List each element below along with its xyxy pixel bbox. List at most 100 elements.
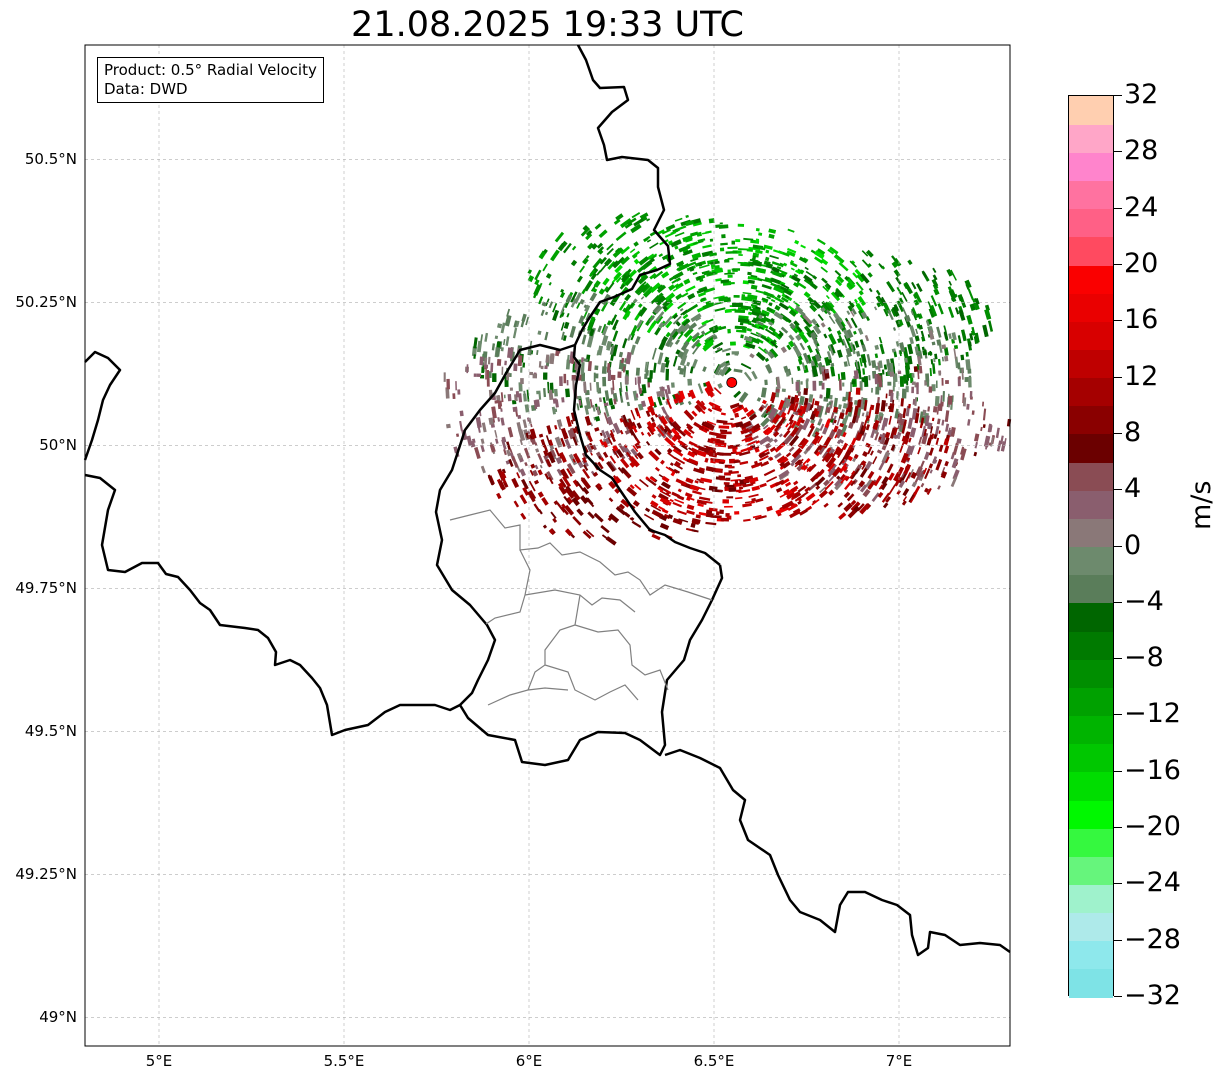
radar-echo-cell (941, 344, 947, 350)
radar-echo-cell (625, 385, 628, 392)
radar-echo-cell (727, 274, 733, 278)
radar-echo-cell (794, 307, 805, 316)
radar-echo-cell (446, 378, 450, 390)
radar-echo-cell (803, 274, 813, 283)
radar-echo-cell (542, 263, 548, 272)
radar-echo-cell (682, 457, 688, 462)
radar-echo-cell (539, 464, 543, 469)
radar-echo-cell (716, 451, 724, 456)
radar-echo-cell (582, 257, 589, 265)
radar-echo-cell (620, 457, 630, 469)
radar-echo-cell (471, 346, 478, 357)
radar-echo-cell (606, 340, 613, 349)
radar-echo-cell (820, 266, 828, 273)
radar-echo-cell (816, 248, 826, 256)
radar-echo-cell (546, 425, 552, 435)
radar-echo-cell (755, 289, 766, 295)
radar-echo-cell (856, 399, 862, 408)
radar-echo-cell (647, 382, 651, 388)
radar-echo-cell (651, 533, 661, 541)
radar-echo-cell (570, 490, 581, 501)
radar-echo-cell (675, 349, 681, 355)
radar-echo-cell (987, 320, 994, 332)
radar-echo-cell (519, 439, 523, 446)
radar-echo-cell (690, 447, 700, 454)
radar-echo-cell (815, 348, 822, 359)
radar-echo-cell (690, 257, 699, 263)
radar-echo-cell (857, 327, 864, 335)
radar-echo-cell (769, 446, 777, 453)
radar-echo-cell (771, 330, 783, 340)
radar-echo-cell (617, 371, 622, 378)
radar-echo-cell (814, 256, 824, 264)
radar-echo-cell (602, 277, 610, 286)
radar-echo-cell (828, 315, 836, 325)
radar-echo-cell (552, 309, 560, 321)
radar-echo-cell (619, 429, 624, 435)
lat-tick-label: 49.75°N (15, 579, 77, 598)
radar-echo-cell (924, 415, 930, 427)
radar-echo-cell (814, 476, 826, 487)
radar-echo-cell (702, 244, 712, 249)
radar-echo-cell (654, 327, 662, 336)
radar-echo-cell (613, 271, 622, 281)
radar-echo-cell (891, 261, 899, 269)
colorbar-tick-mark (1114, 432, 1122, 434)
radar-echo-cell (752, 255, 757, 260)
radar-echo-cell (903, 374, 908, 384)
radar-echo-cell (526, 389, 530, 402)
radar-echo-cell (820, 258, 829, 266)
radar-echo-cell (572, 428, 577, 434)
radar-echo-cell (649, 476, 656, 483)
radar-echo-cell (535, 448, 540, 453)
radar-echo-cell (890, 308, 897, 317)
radar-echo-cell (600, 300, 609, 312)
radar-echo-cell (523, 390, 526, 400)
radar-echo-cell (527, 275, 535, 283)
radar-echo-cell (723, 482, 730, 485)
radar-echo-cell (509, 387, 513, 391)
radar-echo-cell (552, 302, 558, 313)
radar-echo-cell (864, 460, 873, 470)
radar-echo-cell (960, 354, 965, 361)
radar-echo-cell (625, 422, 631, 429)
radar-echo-cell (562, 335, 567, 341)
radar-echo-cell (527, 430, 531, 435)
radar-echo-cell (694, 341, 702, 349)
radar-echo-cell (796, 365, 801, 372)
radar-echo-cell (691, 358, 698, 369)
radar-echo-cell (552, 398, 558, 404)
radar-echo-cell (608, 480, 617, 490)
radar-echo-cell (696, 287, 708, 294)
radar-echo-cell (914, 397, 918, 407)
radar-echo-cell (606, 461, 616, 472)
radar-echo-cell (624, 308, 629, 314)
radar-echo-cell (838, 438, 844, 444)
radar-echo-cell (622, 366, 626, 373)
radar-echo-cell (720, 412, 726, 416)
radar-echo-cell (791, 274, 801, 283)
radar-echo-cell (873, 419, 880, 431)
radar-echo-cell (506, 373, 510, 381)
radar-echo-cell (785, 481, 792, 487)
radar-echo-cell (555, 408, 558, 412)
radar-echo-cell (932, 456, 938, 465)
radar-echo-cell (808, 394, 814, 403)
radar-echo-cell (677, 365, 682, 371)
radar-echo-cell (902, 496, 908, 502)
radar-echo-cell (604, 406, 610, 417)
radar-echo-cell (505, 336, 510, 346)
radar-echo-cell (886, 280, 896, 293)
radar-echo-cell (843, 449, 852, 461)
radar-echo-cell (751, 370, 758, 380)
radar-echo-cell (578, 315, 585, 325)
radar-echo-cell (902, 307, 908, 318)
radar-echo-cell (878, 460, 886, 471)
radar-echo-cell (647, 377, 652, 383)
colorbar-tick-label: −4 (1124, 585, 1164, 617)
radar-echo-cell (795, 381, 800, 391)
radar-echo-cell (933, 357, 936, 363)
radar-echo-cell (936, 326, 942, 338)
radar-echo-cell (687, 433, 694, 439)
radar-echo-cell (688, 440, 701, 449)
